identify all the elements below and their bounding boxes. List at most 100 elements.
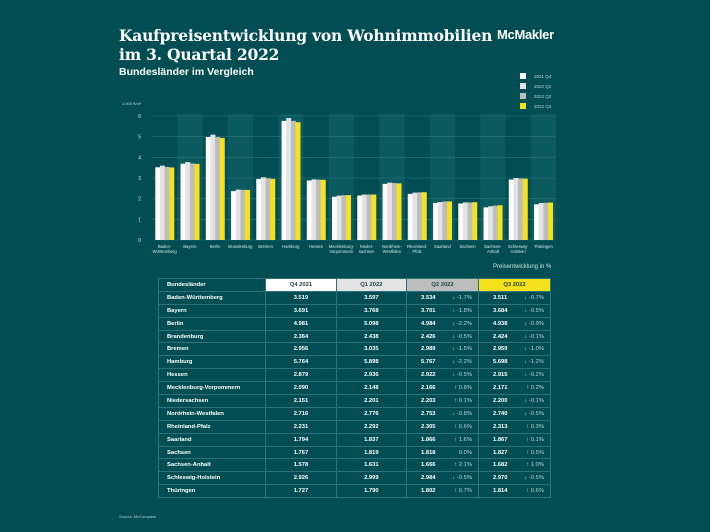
q3-value: 1.682 — [492, 462, 508, 469]
cell-q1-2022: 2.201 — [335, 394, 408, 408]
cell-q2-2022: 2.203 ↑ 0.1% — [406, 394, 479, 408]
mcmakler-logo: McMakler — [497, 27, 554, 42]
q2-value: 3.701 — [421, 307, 436, 314]
legend-swatch — [520, 93, 526, 99]
cell-state: Nordrhein-Westfalen — [157, 406, 267, 421]
cell-q4-2021: 2.956 — [265, 342, 337, 357]
cell-state: Saarland — [157, 432, 267, 447]
q2-change: ↑ 0.1% — [454, 397, 472, 404]
cell-q3-2022: 2.959 ↓ -1.0% — [477, 342, 552, 357]
bar-2022-q3 — [522, 178, 528, 240]
bar-2022-q3 — [245, 189, 251, 240]
page-title: Kaufpreisentwicklung von Wohnimmobilien … — [119, 26, 492, 64]
legend-item-2022-q3: 2022 Q3 — [520, 101, 551, 111]
x-tick-label: Schleswig-Holstein — [508, 244, 529, 254]
x-tick-label: Sachsen — [459, 244, 476, 249]
x-tick-label: Nordrhein-Westfalen — [382, 244, 402, 254]
table-row: Bremen 2.956 3.035 2.989 ↓ -1.5% 2.959 ↓ -1.0% — [157, 342, 552, 357]
q2-value: 1.866 — [421, 436, 436, 443]
cell-q1-2022: 3.035 — [335, 342, 408, 357]
table-row: Baden-Württemberg 3.519 3.597 3.534 ↓ -1.7% 3… — [157, 290, 552, 305]
bar-2022-q3 — [472, 202, 478, 240]
header-q4-2021: Q4 2021 — [265, 278, 337, 292]
q2-change: ↓ -0.5% — [452, 372, 472, 379]
cell-q3-2022: 2.171 ↑ 0.2% — [477, 381, 552, 396]
bar-2022-q2 — [341, 195, 347, 240]
bar-2022-q3 — [548, 202, 554, 240]
cell-q4-2021: 2.364 — [265, 329, 337, 344]
q2-value: 1.666 — [421, 462, 436, 469]
q3-value: 3.511 — [492, 294, 508, 301]
bar-2022-q2 — [391, 183, 397, 240]
y-tick-label: 2 — [138, 197, 141, 203]
cell-state: Niedersachsen — [157, 394, 267, 408]
cell-q4-2021: 5.764 — [265, 355, 337, 370]
bar-2021-q4 — [433, 202, 439, 240]
q2-value: 2.984 — [421, 475, 436, 482]
q3-change: ↓ -0.9% — [524, 320, 544, 327]
cell-q1-2022: 1.837 — [335, 432, 408, 447]
cell-q2-2022: 4.984 ↓ -2.2% — [406, 316, 479, 331]
q3-value: 2.970 — [492, 475, 508, 482]
cell-q3-2022: 2.740 ↓ -0.5% — [477, 406, 552, 421]
q3-change: ↓ -0.5% — [524, 475, 544, 482]
cell-q2-2022: 3.701 ↓ -1.8% — [406, 303, 479, 318]
q3-value: 3.684 — [492, 307, 508, 314]
source-note: Source: McCompass — [119, 514, 157, 519]
cell-state: Berlin — [157, 316, 267, 331]
cell-q3-2022: 1.814 ↑ 0.6% — [477, 484, 552, 499]
header-q1-2022: Q1 2022 — [335, 278, 408, 292]
table-caption: Preisentwicklung in % — [493, 264, 552, 270]
cell-q4-2021: 3.519 — [265, 290, 337, 305]
cell-q1-2022: 1.790 — [335, 484, 408, 499]
bar-2022-q1 — [185, 162, 191, 240]
table-row: Hessen 2.879 2.936 2.922 ↓ -0.5% 2.915 ↓ -0.2% — [157, 368, 552, 383]
legend-item-2022-q2: 2022 Q2 — [520, 91, 551, 101]
q3-value: 2.313 — [492, 423, 508, 430]
legend-label: 2021 Q4 — [534, 73, 552, 79]
x-tick-label: Hessen — [309, 244, 324, 249]
q2-change: ↑ 0.8% — [454, 385, 472, 392]
table-row: Schleswig-Holstein 2.926 2.999 2.984 ↓ -0.5%… — [157, 471, 552, 486]
bar-2021-q4 — [458, 203, 464, 240]
cell-q4-2021: 3.691 — [265, 303, 337, 318]
bar-2022-q2 — [189, 163, 195, 240]
y-tick-label: 6 — [138, 114, 141, 120]
y-tick-label: 3 — [138, 176, 141, 182]
x-tick-label: Sachsen-Anhalt — [484, 244, 502, 254]
cell-q3-2022: 4.938 ↓ -0.9% — [477, 316, 552, 331]
table-row: Saarland 1.794 1.837 1.866 ↑ 1.6% 1.867 ↑ 0.1% — [157, 432, 552, 447]
bar-2022-q2 — [316, 179, 322, 240]
y-tick-label: 1 — [138, 217, 141, 223]
cell-q3-2022: 3.511 ↓ -0.7% — [477, 290, 552, 305]
cell-state: Bayern — [157, 303, 267, 318]
cell-q2-2022: 1.666 ↑ 2.1% — [406, 458, 479, 473]
bar-2022-q2 — [290, 120, 296, 240]
table-row: Hamburg 5.764 5.898 5.767 ↓ -2.2% 5.698 ↓ -1.2… — [157, 355, 552, 370]
bar-2022-q1 — [387, 182, 393, 240]
legend-item-2022-q1: 2022 Q1 — [520, 81, 551, 91]
q2-change: ↑ 2.1% — [454, 462, 472, 469]
cell-q3-2022: 1.682 ↑ 1.0% — [477, 458, 552, 473]
q2-change: ↑ 0.6% — [454, 423, 472, 430]
cell-q1-2022: 5.898 — [335, 355, 408, 370]
cell-q1-2022: 2.292 — [335, 419, 408, 434]
q2-value: 1.802 — [421, 488, 436, 495]
q2-change: ↓ -2.2% — [452, 359, 472, 366]
bar-2022-q1 — [412, 192, 418, 240]
q2-value: 1.818 — [421, 449, 436, 456]
bar-2022-q3 — [270, 178, 276, 240]
cell-q1-2022: 2.776 — [335, 406, 408, 421]
bar-2022-q1 — [361, 194, 367, 240]
q2-change: ↓ -1.5% — [452, 346, 472, 353]
q2-change: ↓ -2.2% — [452, 320, 472, 327]
chart-subtitle: Bundesländer im Vergleich — [119, 66, 254, 78]
cell-q3-2022: 3.684 ↓ -0.5% — [477, 303, 552, 318]
q3-value: 2.200 — [492, 397, 508, 404]
bar-2022-q2 — [265, 178, 271, 240]
x-tick-label: Baden-Württemberg — [153, 244, 178, 254]
bar-2022-q1 — [513, 178, 519, 240]
cell-state: Rheinland-Pfalz — [157, 419, 267, 434]
legend-item-2021-q4: 2021 Q4 — [520, 71, 551, 81]
cell-q4-2021: 4.981 — [265, 316, 337, 331]
